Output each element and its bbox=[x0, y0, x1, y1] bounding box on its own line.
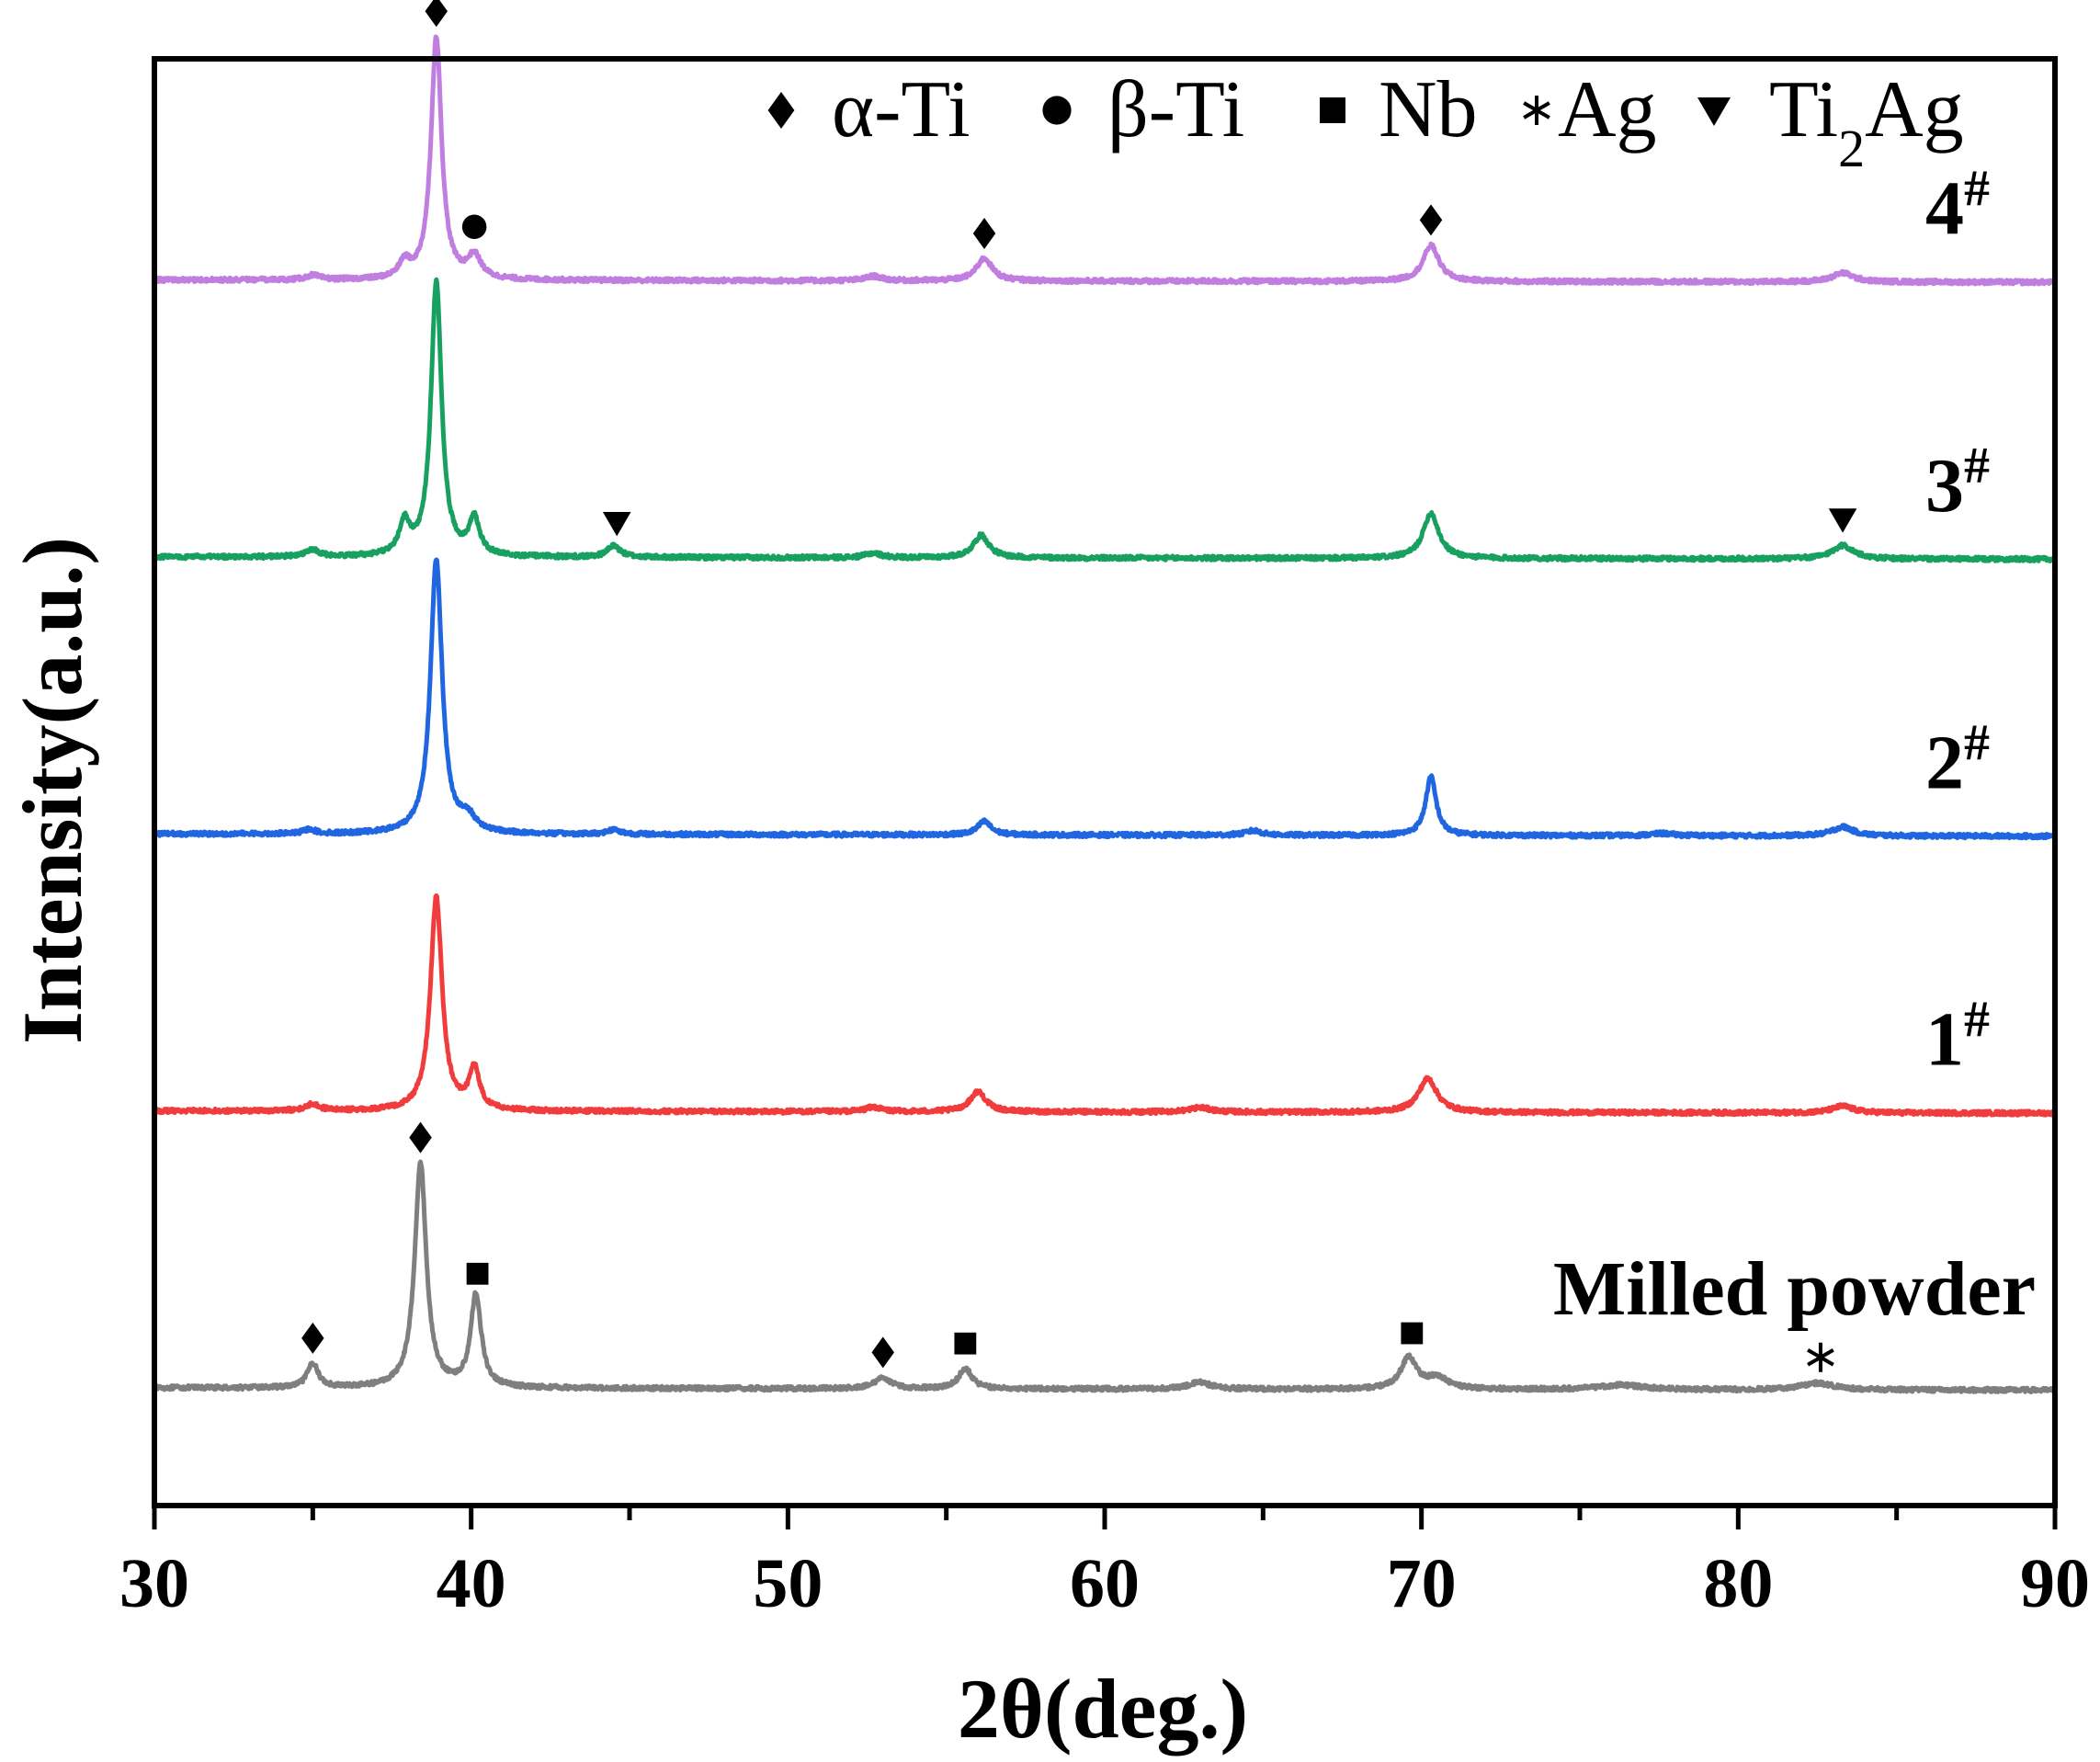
series-line bbox=[153, 1159, 2057, 1394]
series-Milled powder bbox=[153, 1121, 2057, 1394]
series-2# bbox=[153, 557, 2058, 841]
legend-label: β-Ti bbox=[1107, 65, 1244, 154]
diamond-marker bbox=[1419, 204, 1443, 236]
legend-diamond-icon bbox=[767, 92, 795, 129]
x-tick-label: 30 bbox=[119, 1545, 189, 1622]
legend-entry: Ag bbox=[1523, 65, 1657, 154]
plot-area bbox=[152, 0, 2058, 1394]
legend-label: Ti2Ag bbox=[1769, 65, 1964, 178]
legend-entry: α-Ti bbox=[767, 65, 971, 154]
series-line bbox=[152, 893, 2058, 1118]
legend-entry: Nb bbox=[1320, 65, 1478, 154]
x-tick-label: 90 bbox=[2020, 1545, 2090, 1622]
legend-asterisk-icon bbox=[1523, 96, 1550, 125]
diamond-marker bbox=[301, 1322, 324, 1354]
legend-label: α-Ti bbox=[832, 65, 971, 154]
series-line bbox=[153, 557, 2058, 841]
legend: α-Ti β-Ti Nb Ag Ti2Ag bbox=[767, 65, 1964, 178]
legend-square-icon bbox=[1320, 97, 1345, 123]
series-4# bbox=[153, 0, 2058, 287]
series-line bbox=[152, 277, 2058, 563]
series-label: 3# bbox=[1925, 438, 1990, 529]
legend-triangle-down-icon bbox=[1697, 97, 1731, 126]
legend-entry: Ti2Ag bbox=[1697, 65, 1964, 178]
x-tick-label: 80 bbox=[1703, 1545, 1773, 1622]
square-marker bbox=[466, 1262, 489, 1285]
triangle-down-marker bbox=[602, 511, 631, 537]
series-labels: Milled powder 1# 2# 3# 4# bbox=[1553, 161, 2036, 1332]
square-marker bbox=[1401, 1322, 1424, 1345]
series-label: 4# bbox=[1925, 161, 1990, 252]
x-tick-label: 50 bbox=[753, 1545, 823, 1622]
series-line bbox=[153, 34, 2058, 287]
series-label: 1# bbox=[1925, 992, 1990, 1083]
series-3# bbox=[152, 277, 2058, 563]
diamond-marker bbox=[409, 1121, 432, 1154]
diamond-marker bbox=[972, 218, 996, 250]
square-marker bbox=[954, 1332, 977, 1355]
legend-entry: β-Ti bbox=[1042, 65, 1244, 154]
x-tick-label: 70 bbox=[1387, 1545, 1457, 1622]
circle-marker bbox=[461, 214, 487, 240]
x-tick-label: 60 bbox=[1070, 1545, 1140, 1622]
legend-label: Ag bbox=[1558, 65, 1657, 154]
x-tick-label: 40 bbox=[437, 1545, 506, 1622]
triangle-down-marker bbox=[1828, 508, 1857, 533]
diamond-marker bbox=[425, 0, 448, 28]
series-label: Milled powder bbox=[1553, 1246, 2036, 1332]
x-axis-title: 2θ(deg.) bbox=[958, 1662, 1248, 1756]
y-axis-title: Intensity(a.u.) bbox=[6, 537, 99, 1044]
diamond-marker bbox=[871, 1336, 894, 1369]
x-axis-ticks: 30 40 50 60 70 80 90 bbox=[119, 1506, 2090, 1622]
asterisk-marker bbox=[1807, 1342, 1834, 1372]
legend-circle-icon bbox=[1042, 96, 1072, 125]
legend-label: Nb bbox=[1379, 65, 1478, 154]
series-1# bbox=[152, 893, 2058, 1118]
series-label: 2# bbox=[1925, 714, 1990, 805]
